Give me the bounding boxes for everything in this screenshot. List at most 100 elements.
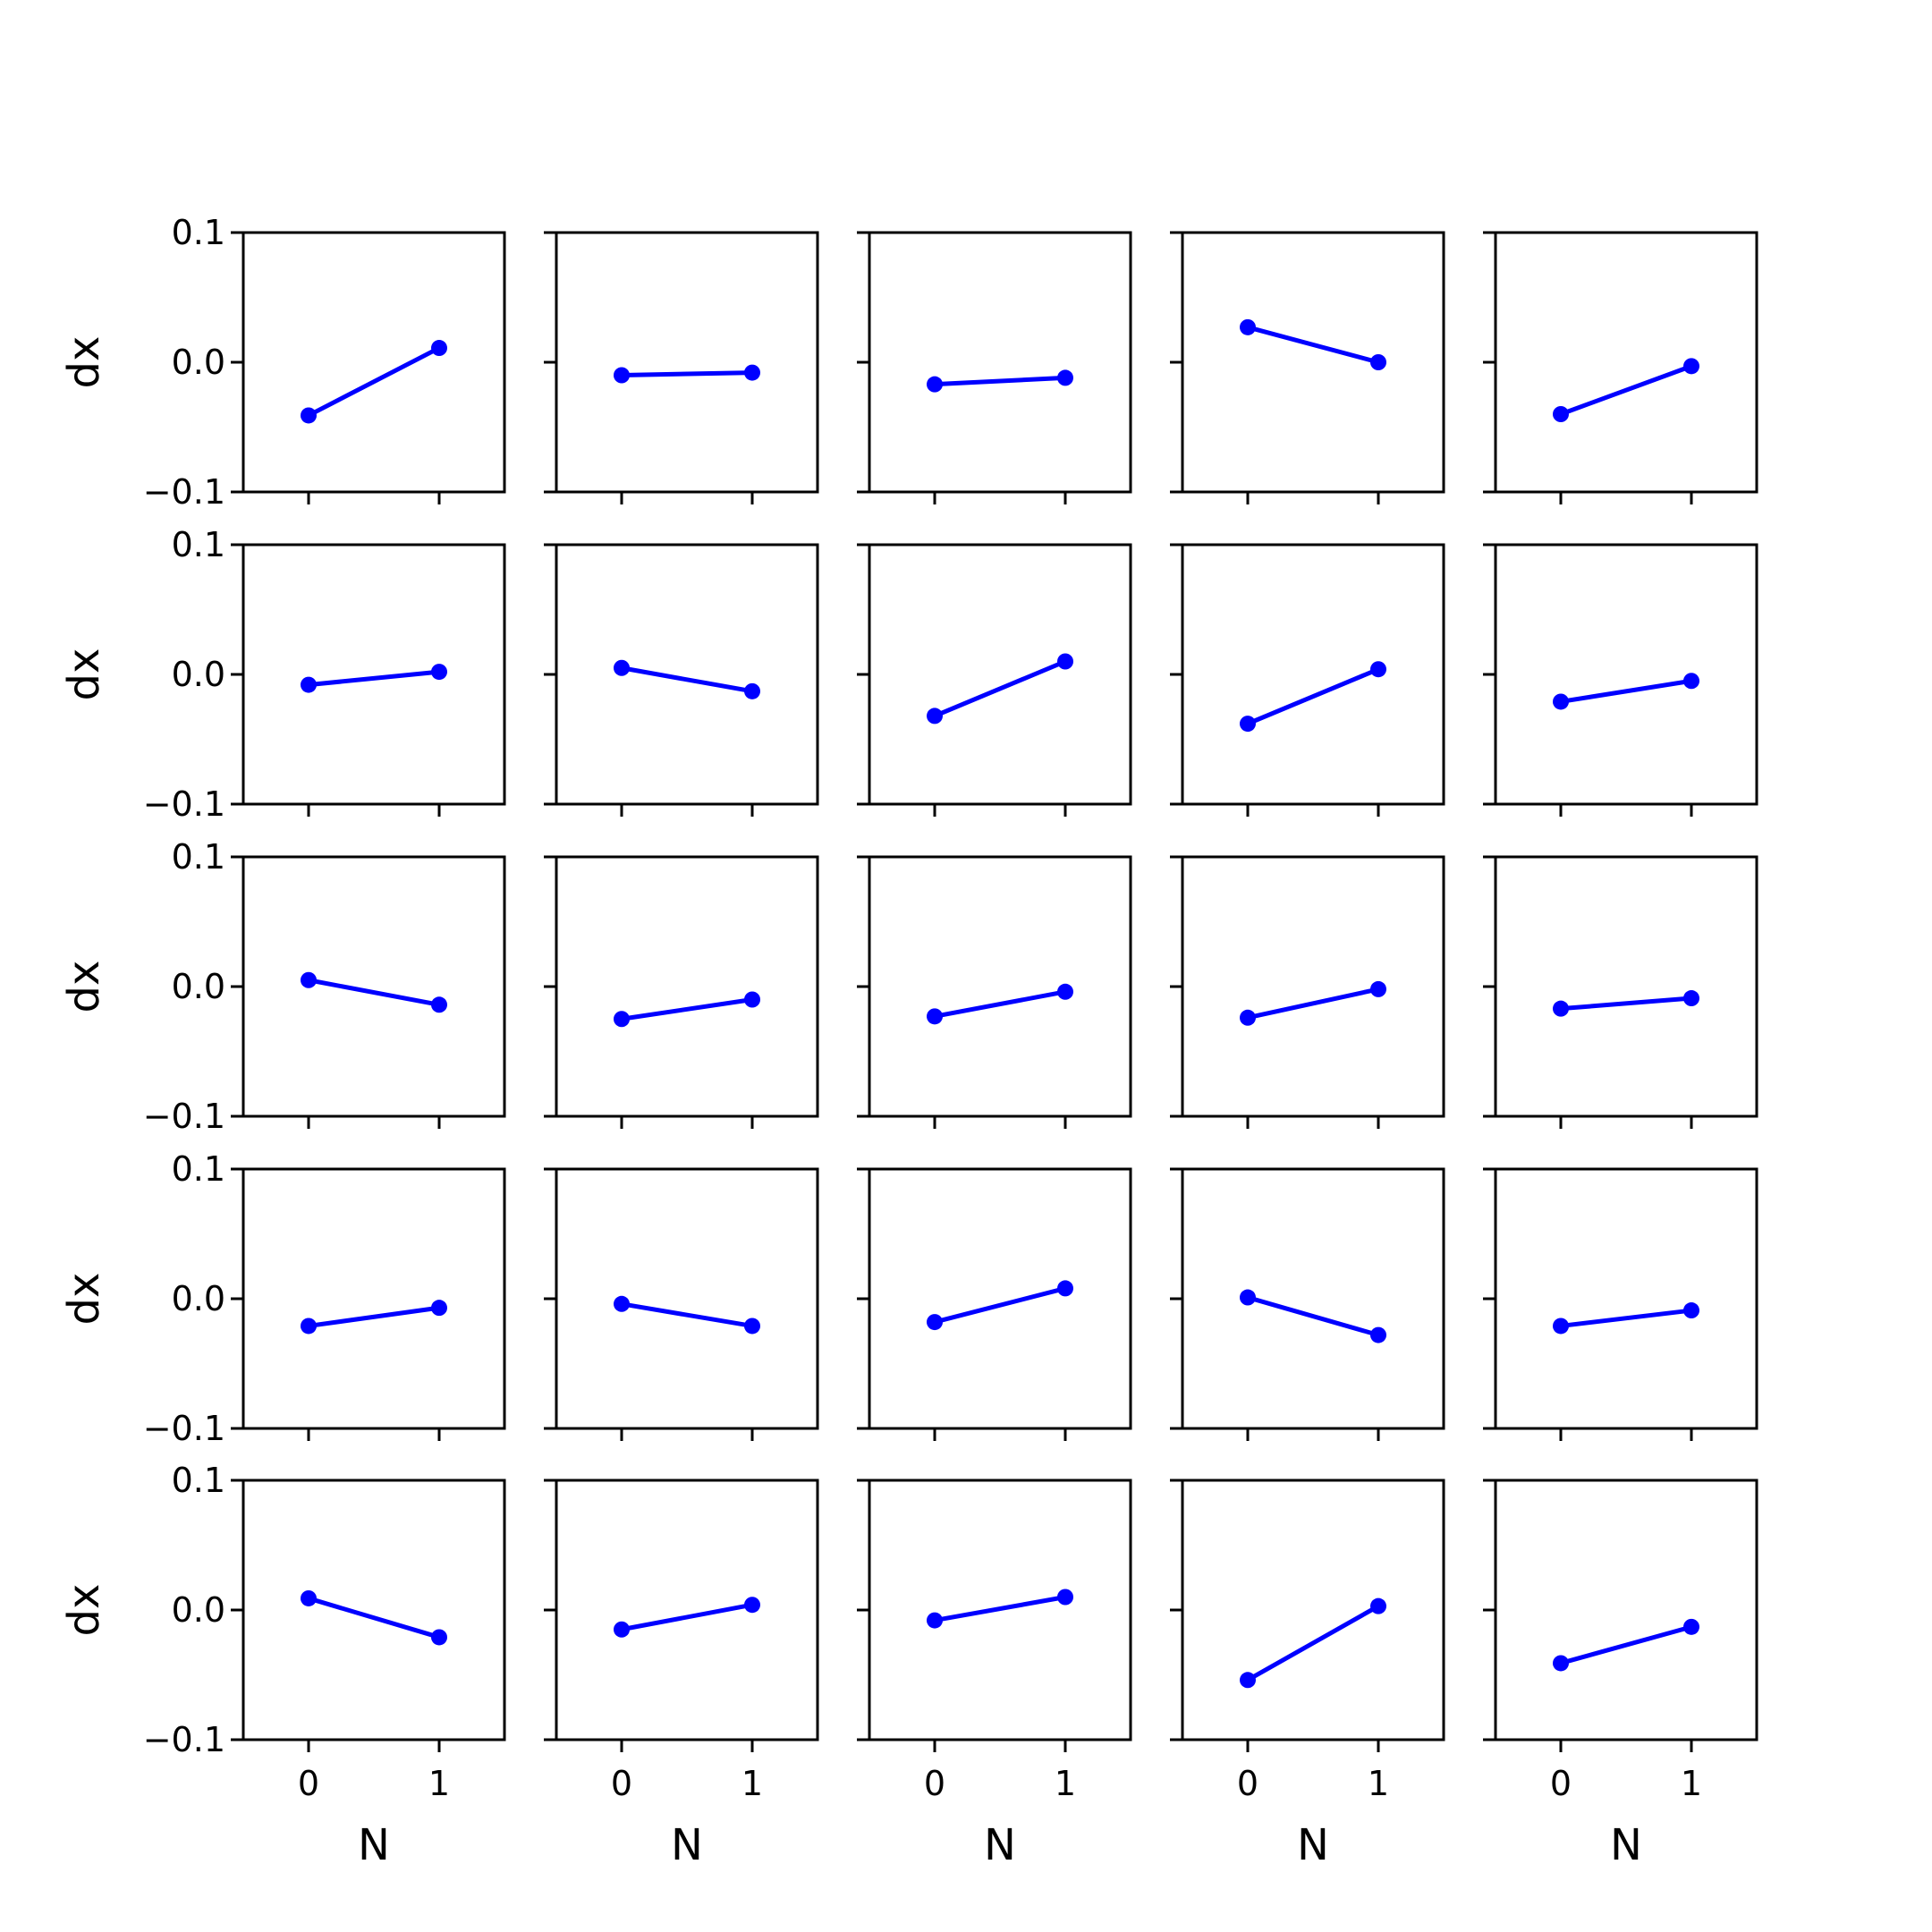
subplot-4-5 [1483,1167,1758,1441]
y-tick-label: −0.1 [143,784,225,824]
axes-frame [1181,543,1445,806]
axes-frame [868,855,1132,1118]
subplot-4-1: −0.1 0.0 0.1 dx [59,1149,506,1448]
axes-frame [1181,855,1445,1118]
x-tick-label: 0 [1237,1764,1258,1803]
subplot-5-5: 0 1N [1483,1479,1758,1870]
y-tick-label: 0.0 [172,1279,225,1318]
y-tick-label: −0.1 [143,472,225,512]
data-point [1683,990,1699,1007]
data-point [614,1621,630,1638]
data-point [744,991,760,1008]
data-point [927,1314,943,1331]
x-axis-label: N [984,1820,1016,1870]
y-tick-label: 0.0 [172,967,225,1006]
subplot-4-2 [544,1167,819,1441]
x-tick-label: 1 [1055,1764,1076,1803]
data-point [614,659,630,676]
data-point [431,664,447,681]
y-axis-label: dx [59,1273,109,1326]
x-axis-label: N [1297,1820,1329,1870]
x-axis-label: N [1610,1820,1642,1870]
subplot-3-1: −0.1 0.0 0.1 dx [59,837,506,1136]
axes-frame [555,543,819,806]
axes-frame [1181,1167,1445,1430]
data-point [744,1597,760,1614]
data-point [927,1008,943,1025]
axes-frame [555,1167,819,1430]
x-tick-label: 1 [741,1764,763,1803]
y-tick-label: 0.0 [172,1590,225,1630]
y-tick-label: 0.1 [172,1461,225,1500]
data-point [431,1300,447,1317]
x-tick-label: 0 [924,1764,945,1803]
data-point [1370,661,1386,678]
subplot-1-3 [857,231,1132,504]
series-line [934,375,1066,387]
series-line [621,1301,753,1328]
series-line [621,997,753,1021]
series-line [934,659,1066,718]
y-tick-label: −0.1 [143,1409,225,1448]
axes-frame [1494,1479,1758,1741]
data-point [1057,653,1073,670]
series-line [621,665,753,694]
series-line [307,345,441,418]
data-point [744,682,760,699]
data-point [1370,1326,1386,1343]
y-tick-label: −0.1 [143,1097,225,1136]
axes-frame [868,1167,1132,1430]
data-point [1240,1672,1256,1689]
data-point [431,340,447,357]
subplot-3-3 [857,855,1132,1129]
y-tick-label: 0.1 [172,525,225,564]
data-point [301,1589,317,1606]
subplot-4-4 [1170,1167,1445,1441]
series-line [934,1285,1066,1325]
x-tick-label: 1 [1681,1764,1702,1803]
series-line [1560,996,1692,1012]
data-point [614,1295,630,1312]
data-point [1553,406,1569,422]
subplot-3-5 [1483,855,1758,1129]
y-tick-label: −0.1 [143,1720,225,1759]
y-tick-label: 0.0 [172,343,225,382]
data-point [1553,693,1569,710]
data-point [1240,1289,1256,1306]
y-tick-label: 0.0 [172,655,225,694]
series-line [934,989,1066,1019]
data-point [1683,358,1699,375]
axes-frame [555,231,819,494]
series-line [1247,1295,1379,1338]
subplot-4-3 [857,1167,1132,1441]
subplot-3-4 [1170,855,1445,1129]
data-point [1057,1589,1073,1606]
data-point [301,407,317,424]
axes-frame [1181,1479,1445,1741]
series-line [1246,1604,1380,1682]
series-line [308,1305,440,1328]
data-point [1370,1597,1386,1614]
series-line [1560,1308,1692,1328]
data-point [1683,1618,1699,1635]
subplot-1-4 [1170,231,1445,504]
axes-frame [242,543,506,806]
data-point [927,1612,943,1629]
data-point [1683,1302,1699,1319]
x-tick-label: 1 [1368,1764,1389,1803]
x-tick-label: 0 [1550,1764,1572,1803]
data-point [927,708,943,724]
subplot-1-2 [544,231,819,504]
axes-frame [1494,1167,1758,1430]
y-tick-label: 0.1 [172,1149,225,1189]
x-axis-label: N [671,1820,703,1870]
data-point [1240,318,1256,335]
subplot-5-1: −0.1 0.0 0.1 0 1 dx N [59,1461,506,1870]
subplot-1-5 [1483,231,1758,504]
subplot-3-2 [544,855,819,1129]
axes-frame [242,855,506,1118]
axes-frame [242,1479,506,1741]
subplot-5-3: 0 1N [857,1479,1132,1870]
data-point [1057,369,1073,386]
